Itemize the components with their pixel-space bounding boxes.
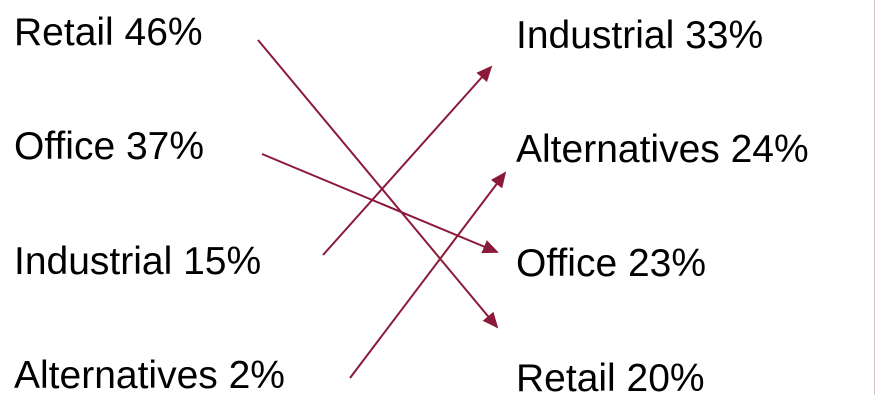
arrow-alternatives [349, 171, 507, 379]
right-label-industrial: Industrial 33% [516, 14, 764, 57]
left-label-retail: Retail 46% [14, 11, 203, 54]
left-label-alternatives: Alternatives 2% [14, 354, 285, 395]
arrow-retail [257, 39, 499, 329]
arrow-industrial [322, 65, 493, 256]
left-label-industrial: Industrial 15% [14, 240, 262, 283]
right-label-office: Office 23% [516, 242, 707, 285]
arrow-office [261, 153, 499, 254]
right-label-retail: Retail 20% [516, 357, 705, 395]
slide-edge-divider [874, 0, 875, 395]
left-label-office: Office 37% [14, 125, 205, 168]
right-label-alternatives: Alternatives 24% [516, 128, 809, 171]
